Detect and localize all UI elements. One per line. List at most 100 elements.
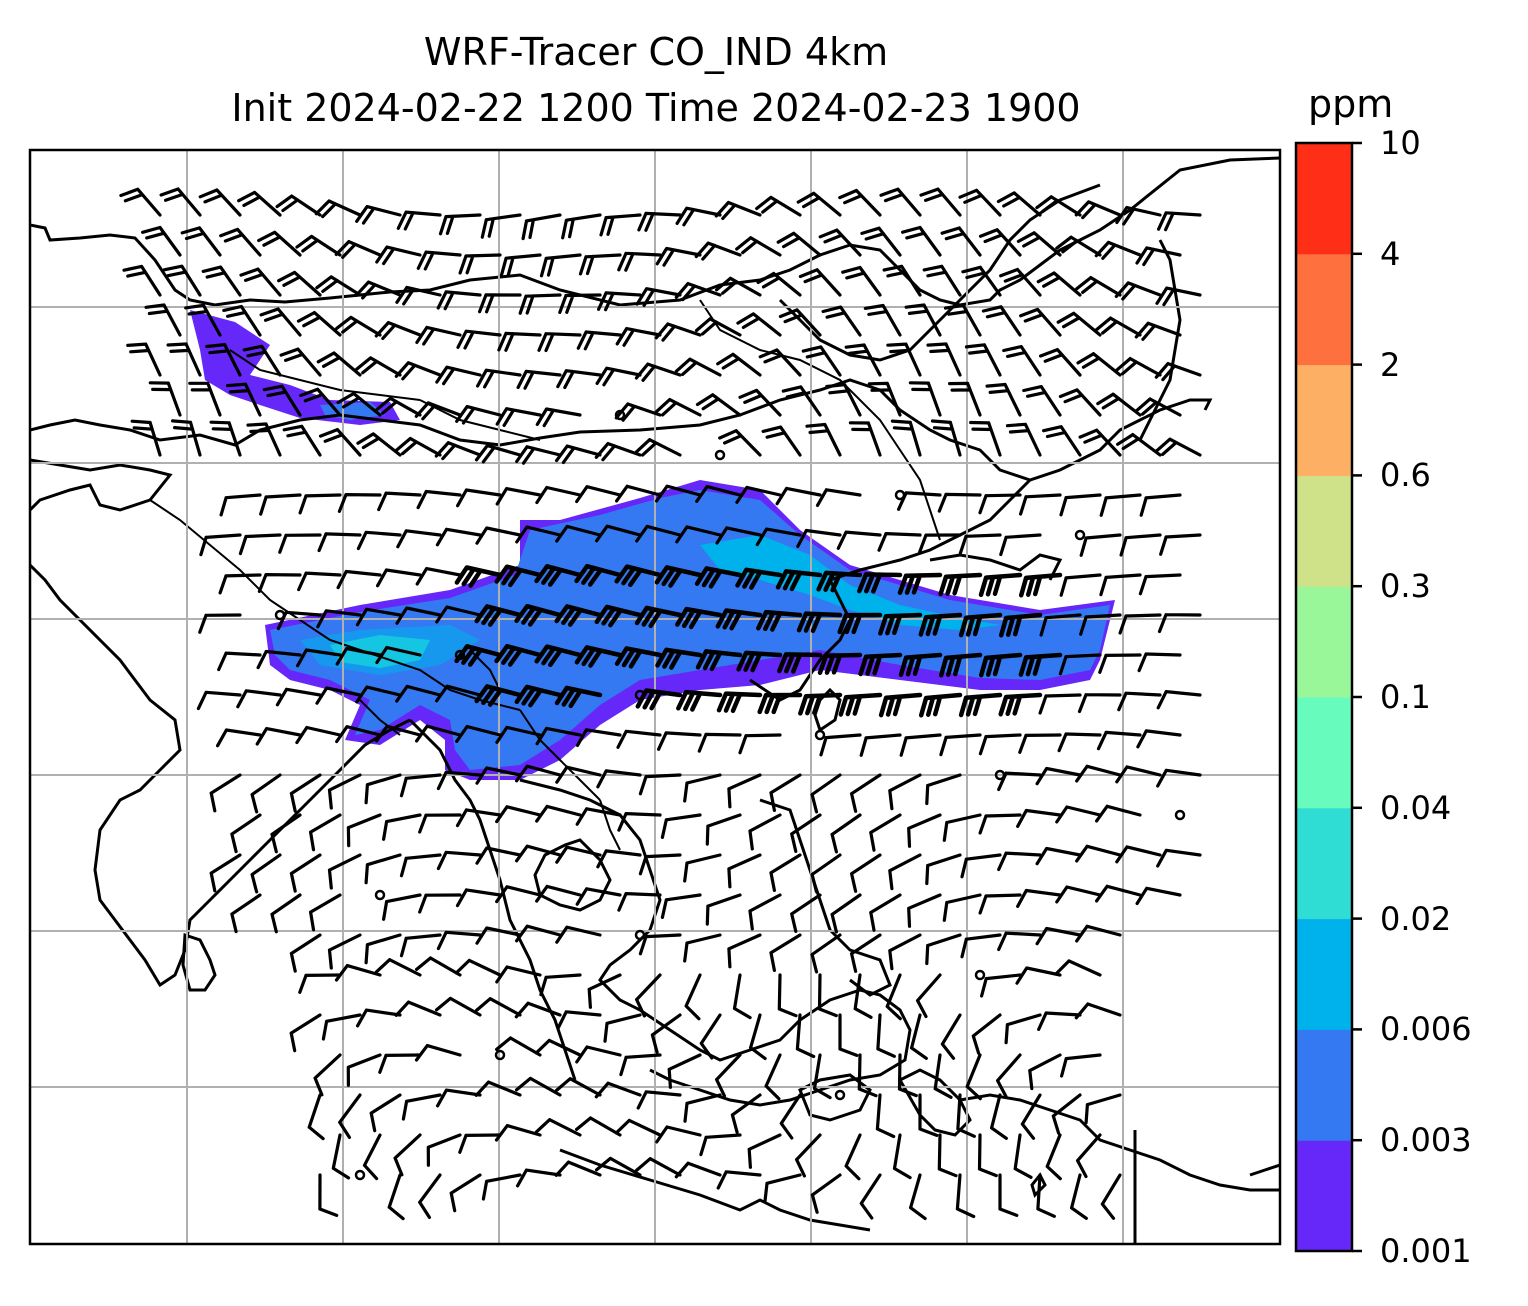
wind-barb: [736, 312, 782, 337]
wind-barb: [535, 407, 582, 428]
wind-barb: [634, 362, 682, 382]
wind-barb: [978, 733, 1022, 756]
wind-barb: [615, 484, 662, 503]
wind-barb: [757, 692, 803, 715]
wind-barb: [695, 485, 742, 503]
wind-barb: [675, 206, 722, 227]
wind-barb: [810, 773, 842, 814]
wind-barb: [1051, 1093, 1082, 1135]
wind-barb: [926, 342, 962, 377]
colorbar-tick-label: 0.003: [1380, 1121, 1472, 1160]
wind-barb: [226, 382, 262, 417]
wind-barb: [790, 813, 822, 853]
wind-barb: [676, 689, 723, 712]
wind-barb: [1075, 844, 1122, 863]
wind-barb: [259, 307, 302, 337]
wind-barb: [999, 533, 1042, 557]
wind-barb: [1016, 231, 1062, 257]
wind-barb: [1002, 345, 1042, 377]
wind-barb: [918, 612, 963, 637]
wind-barb: [276, 610, 322, 631]
wind-barb: [201, 265, 242, 297]
wind-barb: [683, 933, 722, 963]
wind-barb: [925, 853, 962, 886]
wind-barb: [255, 727, 302, 746]
wind-barb: [996, 1053, 1022, 1099]
wind-barb: [798, 268, 842, 297]
wind-barb: [1159, 533, 1202, 556]
wind-barb: [335, 647, 382, 666]
wind-barb: [514, 603, 563, 627]
wind-barb: [395, 606, 442, 625]
wind-barb: [426, 1133, 462, 1167]
wind-barb: [1015, 966, 1062, 985]
wind-barb: [574, 645, 623, 668]
wind-barb: [1114, 357, 1162, 377]
wind-barb: [494, 564, 543, 588]
calm-wind-marker: [354, 1169, 366, 1181]
plume-level-0.006: [700, 535, 1000, 630]
wind-barb: [346, 1053, 382, 1087]
calm-wind-marker: [974, 969, 986, 981]
wind-barb: [436, 930, 482, 951]
wind-barb: [338, 1093, 362, 1139]
wind-barb: [354, 280, 402, 300]
wind-barb: [242, 344, 282, 377]
wind-barb: [279, 347, 322, 377]
wind-barb: [599, 213, 642, 237]
wind-barb: [289, 933, 322, 973]
wind-barb: [1134, 321, 1182, 341]
wind-barb: [335, 725, 382, 744]
wind-barb: [878, 612, 923, 636]
wind-barb: [387, 1173, 405, 1221]
wind-barb: [556, 369, 602, 390]
wind-barb: [277, 270, 322, 297]
wind-barb: [727, 853, 762, 889]
wind-barb: [278, 533, 322, 554]
wind-barb: [295, 234, 342, 257]
wind-barb: [922, 264, 962, 297]
wind-barb: [518, 293, 562, 315]
wind-barb: [1054, 959, 1102, 977]
colorbar-segment: [1296, 475, 1352, 587]
wind-barb: [790, 893, 822, 933]
wind-barb: [877, 532, 922, 552]
wind-barb: [1076, 1133, 1102, 1179]
wind-barb: [898, 652, 943, 678]
wind-barb: [636, 1090, 682, 1110]
wind-barb: [230, 813, 262, 854]
colorbar-tick-label: 4: [1380, 234, 1401, 273]
wind-barb: [198, 613, 242, 634]
wind-barb: [657, 731, 702, 751]
wind-barb: [216, 728, 262, 748]
wind-barb: [364, 773, 402, 805]
wind-barb: [1114, 281, 1162, 301]
wind-barb: [317, 532, 362, 553]
calm-wind-marker: [814, 729, 826, 741]
colorbar: [1294, 141, 1362, 1253]
wind-barb: [769, 933, 802, 972]
wind-barb: [375, 245, 422, 266]
wind-barb: [637, 211, 682, 232]
wind-barb: [638, 773, 682, 796]
wind-barb: [888, 773, 922, 811]
wind-barb: [1035, 846, 1082, 866]
wind-barb: [837, 612, 883, 635]
colorbar-segment: [1296, 807, 1352, 920]
wind-barb: [455, 725, 502, 743]
colorbar-segment: [1296, 1140, 1352, 1252]
wind-barb: [475, 766, 522, 785]
colorbar-tick-label: 10: [1380, 124, 1421, 162]
wind-barb: [825, 383, 862, 417]
wind-barb: [614, 1118, 662, 1137]
wind-barb: [257, 573, 302, 593]
wind-barb: [853, 973, 873, 1019]
wind-barb: [327, 933, 362, 970]
wind-barb: [435, 527, 482, 547]
wind-barb: [714, 200, 762, 220]
wind-barb: [313, 1053, 342, 1097]
wind-barb: [715, 608, 763, 631]
colorbar-tick-label: 0.02: [1380, 899, 1452, 938]
wind-barb: [495, 805, 542, 824]
